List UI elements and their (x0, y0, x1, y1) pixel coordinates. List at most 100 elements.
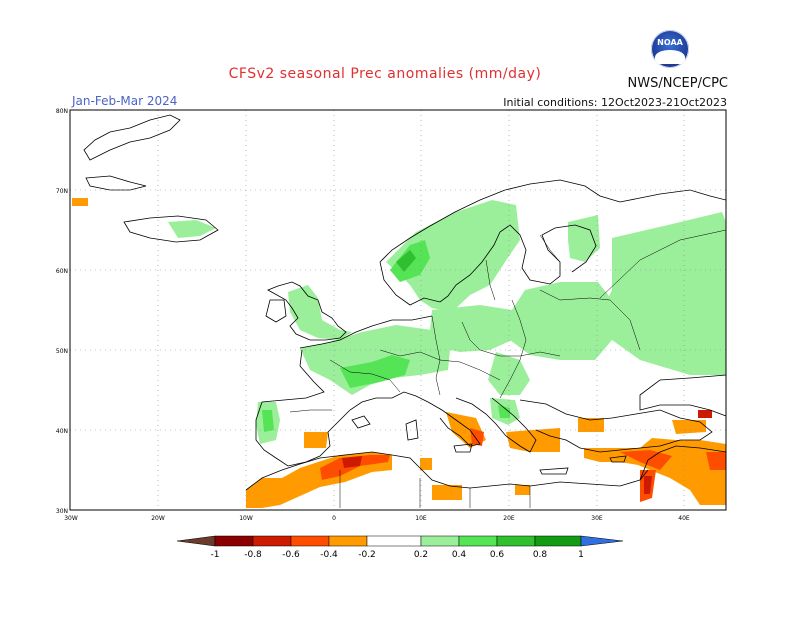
turkey-coast (519, 399, 713, 453)
balearic-islands (351, 415, 371, 429)
north-africa-coast (245, 451, 649, 491)
dry-libya (432, 485, 462, 500)
map-title-text: CFSv2 seasonal Prec anomalies (mm/day) (228, 66, 542, 82)
coastlines (83, 114, 727, 491)
balkan-coast (455, 397, 537, 453)
border-2 (461, 321, 561, 357)
colorbar-segment-p04 (458, 535, 498, 547)
wet-norway-very-strong (396, 250, 416, 272)
border-3 (499, 299, 527, 399)
iceland-coast (123, 215, 219, 243)
dry-turkey-west (578, 418, 604, 432)
wet-ukraine-belarus (510, 282, 612, 360)
lat-tick: 40N (56, 428, 68, 435)
graticule (70, 110, 726, 510)
greenland-coast (83, 114, 181, 161)
border-7 (289, 409, 332, 413)
border-9 (539, 234, 561, 263)
colorbar (176, 535, 624, 547)
border-8 (485, 259, 496, 301)
wet-romania (488, 352, 530, 395)
wet-iceland (168, 220, 216, 238)
great-britain-coast (267, 281, 347, 341)
channel-coast (299, 315, 433, 349)
lat-tick: 30N (56, 508, 68, 515)
wet-alps-strong (340, 355, 410, 388)
lat-tick: 80N (56, 108, 68, 115)
noaa-logo-wing (655, 50, 685, 64)
cyprus-coast (609, 455, 627, 463)
dry-greenland (72, 198, 88, 206)
border-6 (329, 359, 401, 393)
colorbar-label: -0.6 (282, 550, 300, 560)
levant-coast (639, 445, 727, 481)
dry-anomaly-strong (320, 428, 726, 502)
dry-syria-strong (620, 450, 672, 470)
greenland-south (85, 175, 147, 191)
border-5 (379, 349, 501, 381)
wet-central-europe (300, 325, 450, 395)
dry-anomaly-very-strong (342, 410, 712, 494)
colorbar-label: 0.4 (452, 550, 467, 560)
colorbar-label: -0.8 (244, 550, 262, 560)
wet-russia (598, 212, 726, 375)
border-4 (539, 289, 641, 351)
dry-caucasus (672, 420, 706, 434)
noaa-logo-text: NOAA (657, 38, 683, 47)
colorbar-label: 0.2 (414, 550, 428, 560)
colorbar-segment-p08 (534, 535, 582, 547)
lat-tick: 50N (56, 348, 68, 355)
lon-tick: 30W (64, 515, 78, 522)
forecast-period: Jan-Feb-Mar 2024 (72, 94, 178, 108)
agency-label: NWS/NCEP/CPC (627, 76, 728, 91)
lon-tick: 0 (332, 515, 336, 522)
lat-tick: 70N (56, 188, 68, 195)
colorbar-segment-m08 (252, 535, 292, 547)
dry-spain-south (304, 432, 328, 448)
colorbar-segment-p06 (496, 535, 536, 547)
colorbar-label: -1 (211, 550, 220, 560)
lon-ticks: 30W 20W 10W 0 10E 20E 30E 40E (64, 515, 690, 522)
lon-tick: 20W (151, 515, 165, 522)
baltic-coast (379, 224, 597, 306)
wet-anomaly-areas (168, 200, 726, 444)
lon-tick: 10E (415, 515, 427, 522)
lat-tick: 60N (56, 268, 68, 275)
wet-poland (430, 305, 512, 352)
dry-aegean (506, 428, 560, 452)
lon-tick: 30E (591, 515, 603, 522)
ireland-coast (265, 299, 287, 323)
country-borders (289, 229, 727, 508)
colorbar-label: 0.6 (490, 550, 505, 560)
wet-anomaly-very-strong (396, 250, 416, 272)
colorbar-above-max (580, 535, 624, 547)
initial-conditions: Initial conditions: 12Oct2023-21Oct2023 (503, 96, 727, 109)
colorbar-segment-m06 (290, 535, 330, 547)
dry-caucasus-strong (698, 410, 712, 418)
crete-coast (539, 467, 569, 475)
colorbar-label: 0.8 (533, 550, 548, 560)
colorbar-label: 1 (578, 550, 584, 560)
dry-algeria-very-strong (342, 456, 362, 468)
map-title: CFSv2 seasonal Prec anomalies (mm/day) (0, 66, 800, 82)
colorbar-segment-p02 (420, 535, 460, 547)
dry-egypt-coast (515, 485, 530, 495)
colorbar-below-min (176, 535, 216, 547)
lon-tick: 10W (239, 515, 253, 522)
colorbar-label: -0.2 (358, 550, 376, 560)
wet-portugal-strong (262, 410, 274, 432)
wet-finland (568, 215, 600, 262)
dry-algeria-strong (320, 455, 390, 480)
lat-ticks: 80N 70N 60N 50N 40N 30N (56, 108, 68, 515)
colorbar-segment-m1 (214, 535, 254, 547)
map-frame (69, 109, 727, 511)
colorbar-segment-neutral (366, 535, 422, 547)
lon-tick: 40E (678, 515, 690, 522)
border-14 (599, 229, 727, 299)
wet-greece-strong (498, 405, 510, 418)
lon-tick: 20E (503, 515, 515, 522)
colorbar-labels: -1 -0.8 -0.6 -0.4 -0.2 0.2 0.4 0.6 0.8 1 (211, 550, 584, 560)
colorbar-segment-m04 (328, 535, 368, 547)
northern-coast (379, 179, 727, 417)
